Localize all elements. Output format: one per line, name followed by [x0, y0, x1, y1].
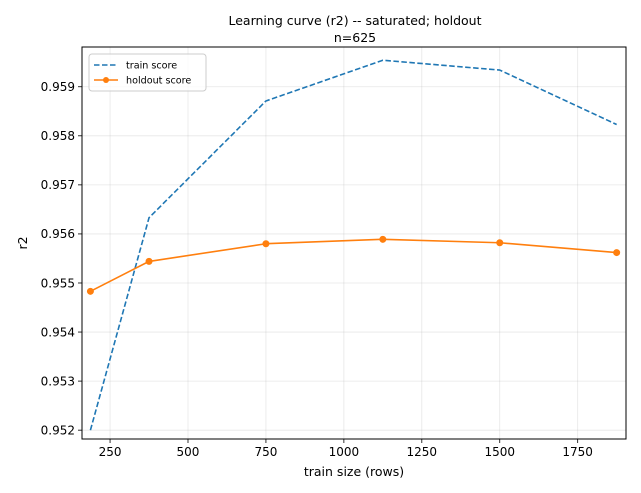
legend-label-train-score: train score — [126, 61, 177, 72]
y-axis-label: r2 — [15, 236, 30, 249]
legend-label-holdout-score: holdout score — [126, 76, 191, 87]
y-tick-label: 0.953 — [41, 374, 75, 388]
data-point-holdout-score — [262, 240, 270, 248]
legend: train score holdout score — [88, 53, 207, 92]
y-axis-ticks: 0.952 0.953 0.954 0.955 0.956 0.957 0.958 0.959 — [41, 80, 82, 437]
grid — [82, 47, 626, 439]
legend-marker-holdout-score — [103, 77, 109, 83]
chart-title-line-1: Learning curve (r2) -- saturated; holdou… — [228, 13, 481, 28]
y-tick-label: 0.957 — [41, 178, 75, 192]
data-point-holdout-score — [496, 239, 504, 247]
x-tick-label: 500 — [177, 445, 200, 459]
y-tick-label: 0.958 — [41, 129, 75, 143]
x-tick-label: 1750 — [562, 445, 593, 459]
x-axis-label: train size (rows) — [304, 464, 404, 479]
series-line-holdout-score — [90, 238, 617, 293]
series-layer — [86, 59, 621, 431]
data-point-holdout-score — [145, 257, 153, 265]
y-tick-label: 0.954 — [41, 325, 75, 339]
y-tick-label: 0.952 — [41, 423, 75, 437]
y-tick-label: 0.959 — [41, 80, 75, 94]
series-line-train-score — [89, 59, 617, 431]
x-tick-label: 1000 — [329, 445, 360, 459]
x-axis-ticks: 250 500 750 1000 1250 1500 1750 — [99, 439, 593, 459]
chart-title-line-2: n=625 — [334, 30, 376, 45]
y-tick-label: 0.956 — [41, 227, 75, 241]
x-tick-label: 1500 — [484, 445, 515, 459]
data-point-holdout-score — [86, 287, 94, 295]
x-tick-label: 1250 — [407, 445, 438, 459]
data-point-holdout-score — [379, 235, 387, 243]
x-tick-label: 750 — [254, 445, 277, 459]
y-tick-label: 0.955 — [41, 276, 75, 290]
data-point-holdout-score — [613, 249, 621, 257]
plot-frame — [81, 46, 627, 440]
x-tick-label: 250 — [99, 445, 122, 459]
legend-box — [88, 53, 207, 92]
